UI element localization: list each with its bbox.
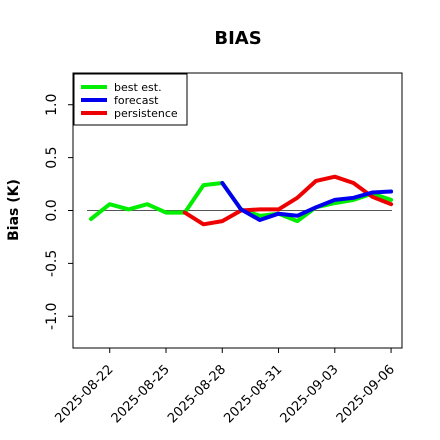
y-axis: -1.0 -0.5 0.0 0.5 1.0 (44, 94, 73, 330)
y-tick-label: -0.5 (44, 250, 60, 277)
x-tick-label: 2025-09-06 (334, 362, 398, 426)
x-tick-label: 2025-08-31 (221, 362, 285, 426)
series-layer (89, 174, 394, 227)
x-axis: 2025-08-222025-08-252025-08-282025-08-31… (53, 348, 398, 426)
x-tick-label: 2025-08-28 (165, 362, 229, 426)
series-line-forecast (220, 181, 394, 222)
y-tick-label: -1.0 (44, 303, 60, 330)
y-axis-label: Bias (K) (6, 179, 22, 241)
x-tick-label: 2025-08-22 (53, 362, 117, 426)
y-tick-label: 0.0 (44, 199, 60, 221)
y-tick-label: 1.0 (44, 94, 60, 116)
x-tick-label: 2025-08-25 (109, 362, 173, 426)
legend-label: best est. (114, 81, 162, 94)
legend-label: persistence (114, 107, 178, 120)
chart-title: BIAS (214, 28, 261, 49)
x-tick-label: 2025-09-03 (278, 362, 342, 426)
series-line-best-est (89, 181, 394, 224)
legend-label: forecast (114, 94, 159, 107)
series-line-persistence (182, 174, 394, 227)
y-tick-label: 0.5 (44, 146, 60, 168)
